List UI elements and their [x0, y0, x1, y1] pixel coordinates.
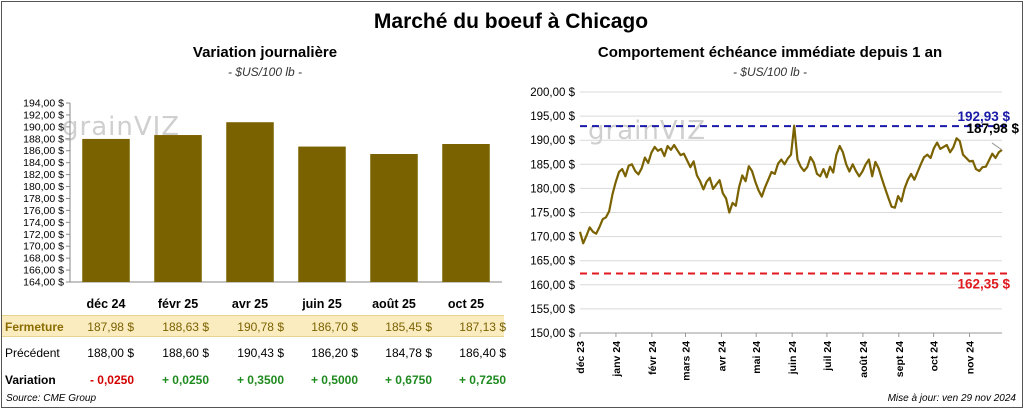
x-tick-label: août 24: [858, 341, 870, 378]
right-watermark: grainVIZ: [588, 116, 707, 146]
bar: [298, 146, 346, 282]
prev-cell: 186,40 $: [459, 346, 506, 360]
x-tick-label: févr 24: [647, 341, 659, 375]
y-tick-label: 150,00 $: [530, 328, 575, 340]
table-row-variation: Variation - 0,0250 + 0,0250 + 0,3500 + 0…: [2, 369, 506, 391]
right-panel-subtitle: - $US/100 lb -: [732, 65, 808, 79]
page-title: Marché du boeuf à Chicago: [373, 10, 649, 33]
row-label-variation: Variation: [5, 373, 56, 387]
y-tick-label: 185,00 $: [530, 159, 575, 171]
min-value-label: 162,35 $: [957, 276, 1010, 291]
prev-cell: 186,20 $: [311, 346, 358, 360]
y-tick-label: 182,00 $: [23, 169, 64, 181]
x-tick-label: déc 23: [575, 341, 587, 374]
table-row-close: Fermeture 187,98 $ 188,63 $ 190,78 $ 186…: [2, 315, 506, 337]
x-tick-label: mai 24: [751, 341, 763, 374]
bar-chart: 164,00 $166,00 $168,00 $170,00 $172,00 $…: [23, 98, 502, 311]
x-tick-label: juin 25: [301, 297, 342, 311]
close-cell: 188,63 $: [162, 320, 209, 334]
left-panel-subtitle: - $US/100 lb -: [227, 65, 303, 79]
close-cell: 190,78 $: [237, 320, 284, 334]
x-tick-label: oct 24: [929, 341, 941, 372]
x-tick-label: août 25: [372, 297, 416, 311]
y-tick-label: 160,00 $: [530, 280, 575, 292]
prev-cell: 188,60 $: [162, 346, 209, 360]
y-tick-label: 165,00 $: [530, 256, 575, 268]
left-panel-title: Variation journalière: [192, 44, 338, 61]
bar: [370, 154, 418, 282]
y-tick-label: 194,00 $: [23, 98, 64, 110]
series-line: [578, 124, 1003, 245]
variation-cell: + 0,7250: [458, 373, 506, 387]
close-cell: 187,98 $: [87, 320, 134, 334]
row-label-previous: Précédent: [5, 346, 60, 360]
y-tick-label: 192,00 $: [23, 109, 64, 121]
y-tick-label: 166,00 $: [23, 265, 64, 277]
y-tick-label: 188,00 $: [23, 133, 64, 145]
row-label-close: Fermeture: [5, 320, 64, 334]
variation-cell: + 0,0250: [161, 373, 209, 387]
update-note: Mise à jour: ven 29 nov 2024: [887, 393, 1016, 404]
y-tick-label: 178,00 $: [23, 193, 64, 205]
variation-cell: + 0,3500: [236, 373, 284, 387]
bar: [82, 138, 130, 282]
prev-cell: 184,78 $: [385, 346, 432, 360]
x-tick-label: juin 24: [787, 341, 799, 375]
variation-cell: + 0,5000: [310, 373, 358, 387]
line-chart: 150,00 $ 155,00 $ 160,00 $ 165,00 $ 170,00 $…: [530, 87, 1019, 381]
y-tick-label: 170,00 $: [23, 241, 64, 253]
x-tick-label: sept 24: [894, 341, 906, 377]
x-tick-label: nov 24: [965, 341, 977, 374]
table-row-previous: Précédent 188,00 $ 188,60 $ 190,43 $ 186…: [2, 342, 506, 364]
bar: [442, 143, 490, 282]
x-tick-label: mars 24: [681, 341, 693, 381]
x-tick-label: févr 25: [158, 297, 198, 311]
x-tick-label: déc 24: [87, 297, 126, 311]
y-tick-label: 186,00 $: [23, 145, 64, 157]
y-tick-label: 174,00 $: [23, 217, 64, 229]
last-value-leader: [991, 142, 1003, 151]
x-tick-label: janv 24: [611, 341, 623, 378]
y-tick-label: 200,00 $: [530, 87, 575, 99]
prev-cell: 190,43 $: [237, 346, 284, 360]
last-value-label: 187,98 $: [966, 121, 1019, 136]
y-tick-label: 155,00 $: [530, 304, 575, 316]
prev-cell: 188,00 $: [87, 346, 134, 360]
right-panel-title: Comportement échéance immédiate depuis 1…: [597, 44, 943, 61]
y-tick-label: 190,00 $: [530, 135, 575, 147]
bar: [154, 135, 202, 282]
y-tick-label: 190,00 $: [23, 121, 64, 133]
x-tick-label: avr 25: [232, 297, 268, 311]
y-tick-label: 172,00 $: [23, 229, 64, 241]
x-tick-label: avr 24: [716, 341, 728, 372]
max-value-label: 192,93 $: [957, 109, 1010, 124]
y-tick-label: 176,00 $: [23, 205, 64, 217]
y-tick-label: 164,00 $: [23, 277, 64, 289]
close-cell: 187,13 $: [459, 320, 506, 334]
bar: [226, 122, 274, 282]
close-cell: 185,45 $: [385, 320, 432, 334]
y-tick-label: 184,00 $: [23, 157, 64, 169]
close-cell: 186,70 $: [311, 320, 358, 334]
x-tick-label: oct 25: [448, 297, 484, 311]
y-tick-label: 180,00 $: [23, 181, 64, 193]
y-tick-label: 168,00 $: [23, 253, 64, 265]
source-note: Source: CME Group: [6, 393, 97, 404]
variation-cell: - 0,0250: [89, 373, 134, 387]
y-tick-label: 170,00 $: [530, 232, 575, 244]
y-tick-label: 175,00 $: [530, 208, 575, 220]
y-tick-label: 180,00 $: [530, 183, 575, 195]
y-tick-label: 195,00 $: [530, 111, 575, 123]
x-tick-label: juil 24: [822, 341, 834, 372]
variation-cell: + 0,6750: [384, 373, 432, 387]
